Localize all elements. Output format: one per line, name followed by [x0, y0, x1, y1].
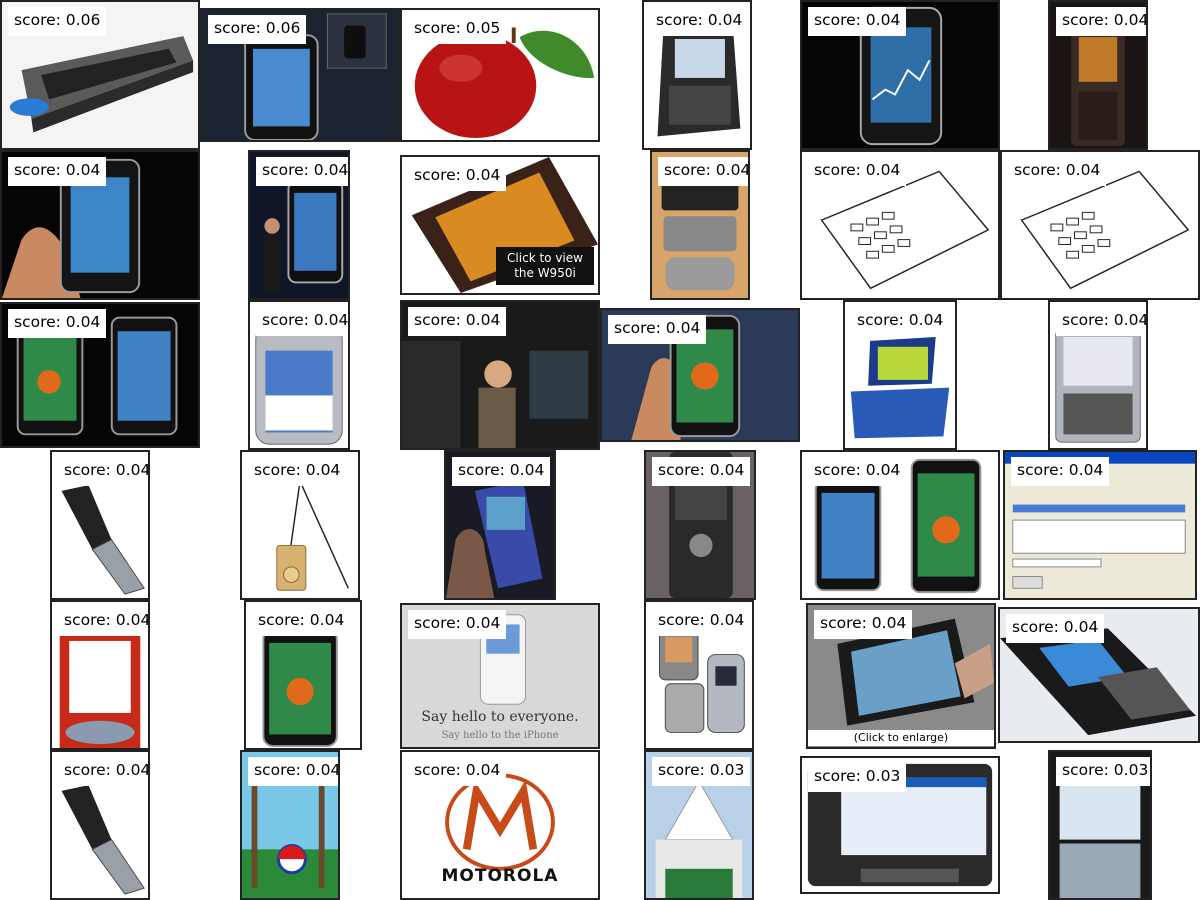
result-tile[interactable]: score: 0.04: [1003, 450, 1197, 600]
score-label: score: 0.03: [1056, 757, 1150, 786]
result-tile[interactable]: score: 0.04: [1048, 0, 1148, 150]
result-tile[interactable]: score: 0.04: [650, 150, 750, 300]
result-tile[interactable]: score: 0.04: [50, 450, 150, 600]
say-hello-caption: Say hello to everyone.: [421, 709, 579, 725]
result-tile[interactable]: score: 0.04: [240, 750, 340, 900]
score-label: score: 0.04: [808, 457, 907, 486]
phone-in-hand-thumbnail: [446, 452, 554, 598]
result-tile[interactable]: score: 0.04: [240, 450, 360, 600]
result-tile[interactable]: score: 0.04: [1000, 150, 1200, 300]
iphone-hand-thumbnail: [602, 310, 798, 440]
motorola-wordmark: MOTOROLA: [441, 866, 559, 886]
score-label: score: 0.04: [408, 162, 507, 191]
result-tile[interactable]: score: 0.04: [800, 150, 1000, 300]
result-tile[interactable]: score: 0.04 Say hello to everyone. Say h…: [400, 603, 600, 749]
result-tile[interactable]: score: 0.04: [400, 300, 600, 450]
score-label: score: 0.06: [208, 15, 307, 44]
result-tile[interactable]: score: 0.04 (Click to enlarge): [806, 603, 996, 749]
result-tile[interactable]: score: 0.04: [244, 600, 362, 750]
score-label: score: 0.04: [408, 757, 507, 786]
score-label: score: 0.04: [58, 757, 148, 786]
two-iphones-thumbnail: [2, 304, 198, 446]
score-label: score: 0.05: [408, 15, 507, 44]
score-label: score: 0.04: [256, 157, 348, 186]
score-label: score: 0.04: [8, 157, 107, 186]
score-label: score: 0.06: [8, 7, 107, 36]
result-tile[interactable]: score: 0.04: [248, 300, 350, 450]
score-label: score: 0.03: [808, 763, 907, 792]
two-iphones-thumbnail: [802, 452, 998, 598]
nokia-red-thumbnail: [52, 602, 148, 748]
result-tile[interactable]: score: 0.04: [0, 150, 200, 300]
result-tile[interactable]: score: 0.04: [642, 0, 752, 150]
score-label: score: 0.04: [408, 307, 507, 336]
result-tile[interactable]: score: 0.04: [998, 607, 1200, 743]
score-label: score: 0.04: [452, 457, 551, 486]
result-tile[interactable]: score: 0.04: [444, 450, 556, 600]
result-tile[interactable]: score: 0.03: [644, 750, 754, 900]
score-label: score: 0.04: [8, 309, 107, 338]
result-tile[interactable]: score: 0.04: [843, 300, 957, 450]
result-tile[interactable]: score: 0.03: [1048, 750, 1152, 900]
score-label: score: 0.04: [248, 457, 347, 486]
score-label: score: 0.04: [658, 157, 748, 186]
score-label: score: 0.04: [652, 607, 751, 636]
result-tile[interactable]: score: 0.04: [1048, 300, 1148, 450]
score-label: score: 0.04: [650, 7, 749, 36]
result-tile[interactable]: score: 0.04: [800, 0, 1000, 150]
result-tile[interactable]: score: 0.04: [800, 450, 1000, 600]
score-label: score: 0.04: [408, 610, 507, 639]
stylus-thumbnail: [808, 605, 994, 747]
result-tile[interactable]: score: 0.04: [50, 600, 150, 750]
score-label: score: 0.04: [58, 457, 148, 486]
score-label: score: 0.04: [1008, 157, 1107, 186]
result-tile[interactable]: score: 0.06: [200, 8, 400, 142]
score-label: score: 0.04: [58, 607, 148, 636]
apple-thumbnail: [402, 10, 598, 140]
result-tile[interactable]: score: 0.05: [400, 8, 600, 142]
score-label: score: 0.04: [1056, 307, 1146, 336]
score-label: score: 0.04: [1056, 7, 1146, 36]
score-label: score: 0.04: [256, 307, 348, 336]
score-label: score: 0.04: [1011, 457, 1110, 486]
score-label: score: 0.04: [808, 157, 907, 186]
score-label: score: 0.04: [851, 307, 950, 336]
result-tile[interactable]: score: 0.04: [0, 302, 200, 448]
result-tile[interactable]: score: 0.06: [0, 0, 200, 150]
score-label: score: 0.04: [808, 7, 907, 36]
click-to-enlarge-caption[interactable]: (Click to enlarge): [808, 730, 994, 746]
score-label: score: 0.04: [252, 607, 351, 636]
score-label: score: 0.04: [608, 315, 707, 344]
result-tile[interactable]: score: 0.04 MOTOROLA: [400, 750, 600, 900]
result-tile[interactable]: score: 0.04: [600, 308, 800, 442]
result-tile[interactable]: score: 0.04: [644, 450, 756, 600]
score-label: score: 0.04: [652, 457, 751, 486]
say-hello-subcaption: Say hello to the iPhone: [441, 730, 559, 741]
click-to-view-caption[interactable]: Click to view the W950i: [496, 247, 594, 285]
score-label: score: 0.04: [1006, 614, 1105, 643]
score-label: score: 0.03: [652, 757, 751, 786]
score-label: score: 0.04: [248, 757, 338, 786]
result-tile[interactable]: score: 0.03: [800, 756, 1000, 894]
result-tile[interactable]: score: 0.04 Click to view the W950i: [400, 155, 600, 295]
result-tile[interactable]: score: 0.04: [50, 750, 150, 900]
iphone-hand-thumbnail: [2, 152, 198, 298]
score-label: score: 0.04: [814, 610, 913, 639]
result-tile[interactable]: score: 0.04: [248, 150, 350, 300]
result-tile[interactable]: score: 0.04: [644, 600, 754, 750]
